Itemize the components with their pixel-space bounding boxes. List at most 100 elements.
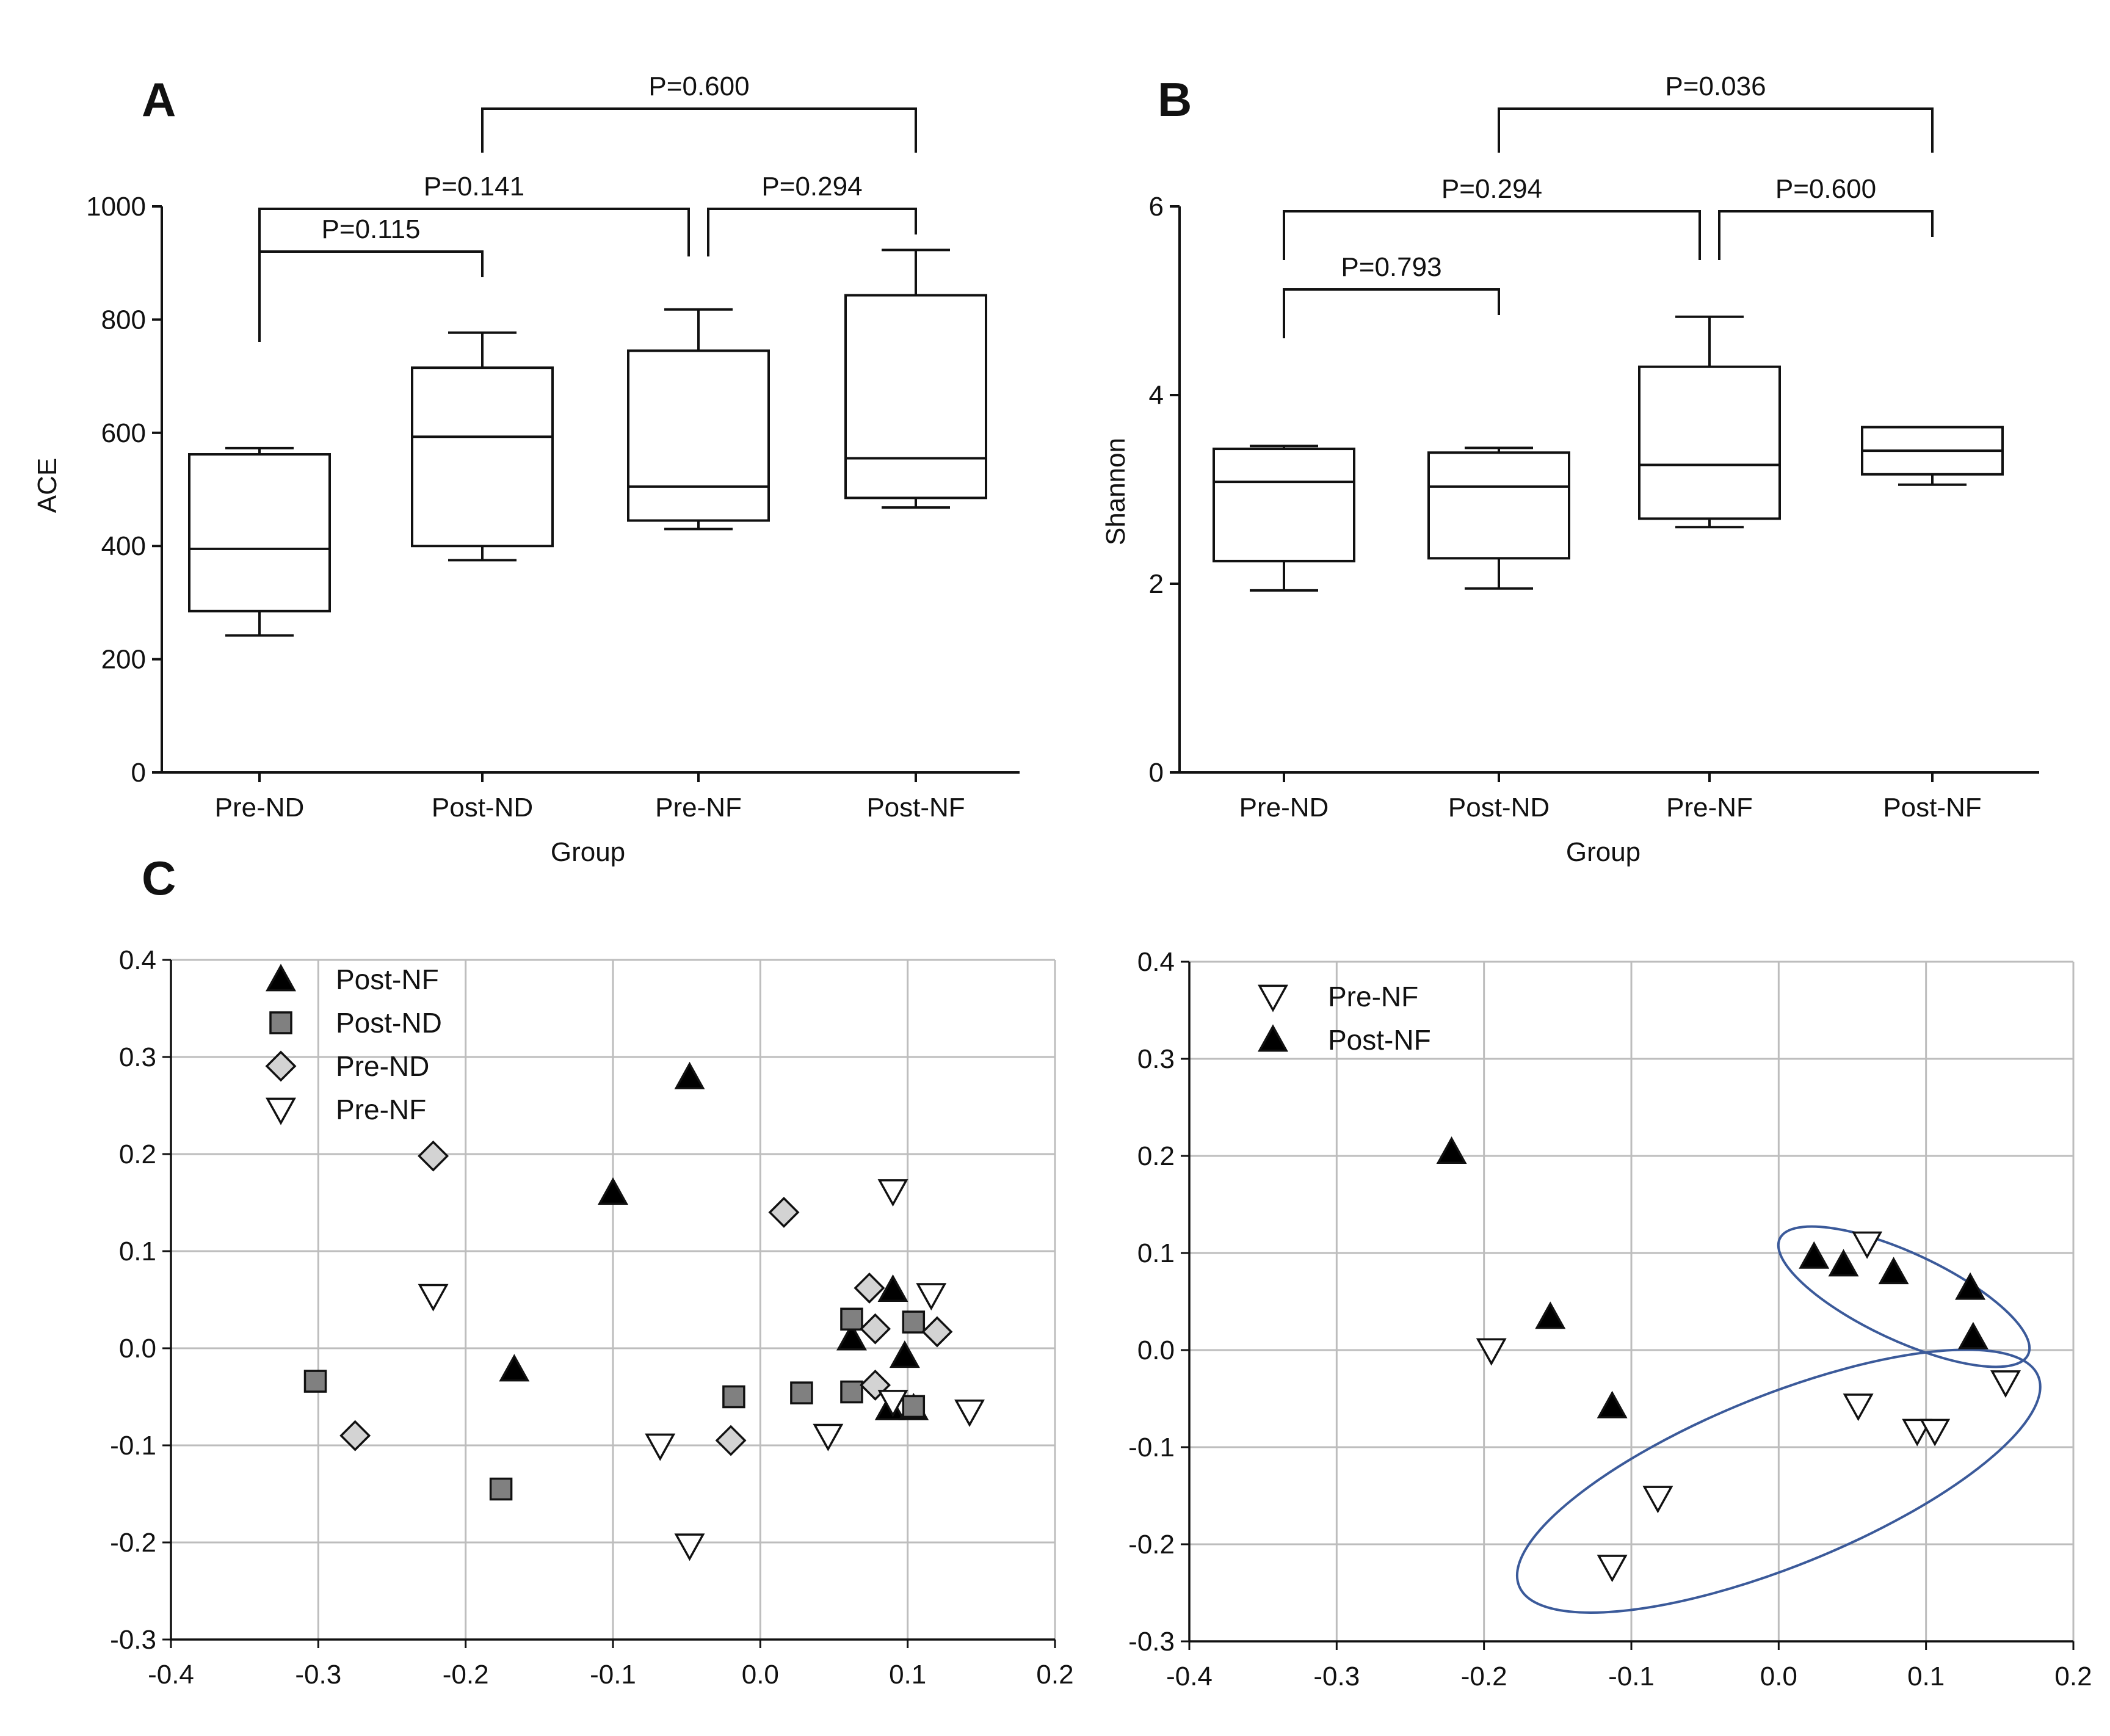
x-tick-label: 0.0 (742, 1660, 779, 1690)
panel-b-shannon-boxplot: B 0 2 4 6 Pre-ND Post-ND Pre-NF Post-NF P=0.793… (1101, 71, 2039, 867)
panel-letter-c: C (142, 851, 176, 905)
comparison-bracket: P=0.600 (481, 71, 917, 153)
x-tick-label: -0.1 (590, 1660, 636, 1690)
data-point (902, 1310, 926, 1334)
legend-marker (265, 1050, 297, 1082)
y-tick-label: 0.2 (119, 1139, 156, 1169)
legend-label: Post-ND (336, 1007, 442, 1039)
data-point (1920, 1418, 1951, 1447)
data-point (1642, 1486, 1673, 1514)
data-point (645, 1433, 676, 1461)
data-point (1799, 1241, 1830, 1269)
series-pre-nf (418, 1179, 985, 1561)
x-tick-label: 0.2 (1036, 1660, 1073, 1690)
data-point (303, 1370, 327, 1393)
x-tick-label: Pre-ND (1239, 793, 1329, 823)
legend-marker (269, 1011, 292, 1034)
cluster-ellipse (1515, 1348, 2042, 1614)
data-point (902, 1395, 926, 1418)
data-point (813, 1423, 844, 1451)
panel-c-scatter-all-groups: C -0.4 -0.3 -0.2 -0.1 0.0 0.1 0.2 -0.3 -0.2 -0.1 0… (110, 851, 1073, 1690)
y-tick-label: 2 (1149, 569, 1164, 599)
data-point (877, 1274, 908, 1302)
data-point (339, 1420, 371, 1451)
panel-c-scatter-nf-groups: -0.4 -0.3 -0.2 -0.1 0.0 0.1 0.2 -0.3 -0.2 -0.1 0.0… (1128, 947, 2092, 1691)
y-tick-label: 6 (1149, 192, 1164, 222)
box-post-nf (1861, 426, 2004, 486)
legend: Post-NF Post-ND Pre-ND Pre-NF (265, 964, 442, 1125)
box-pre-nf (627, 308, 770, 531)
data-point (1828, 1249, 1859, 1277)
y-tick-label: -0.1 (1128, 1433, 1175, 1462)
legend-label: Pre-NF (1328, 981, 1418, 1012)
y-tick-label: 0.0 (1137, 1335, 1175, 1365)
data-point (1597, 1390, 1628, 1418)
y-tick-label: -0.3 (1128, 1627, 1175, 1657)
data-point (1843, 1393, 1874, 1422)
bracket-line (1498, 107, 1934, 153)
data-point (489, 1477, 513, 1501)
x-tick-label: Pre-NF (1666, 793, 1753, 823)
comparison-bracket: P=0.141 (258, 172, 690, 256)
cluster-ellipse (1777, 1225, 2031, 1368)
x-tick-label: 0.1 (1907, 1662, 1945, 1691)
y-tick-label: -0.1 (110, 1431, 156, 1461)
legend-label: Pre-ND (336, 1050, 429, 1082)
x-axis-label: Group (1566, 837, 1641, 867)
x-tick-label: -0.3 (295, 1660, 341, 1690)
x-tick-label: Post-ND (432, 793, 533, 823)
data-point (860, 1313, 891, 1345)
bracket-line (258, 250, 484, 342)
x-tick-label: 0.1 (889, 1660, 926, 1690)
legend-marker (1258, 984, 1288, 1012)
box-iqr (1213, 448, 1355, 562)
box-iqr (1427, 451, 1570, 560)
series-pre-nd (339, 1140, 953, 1456)
box-pre-nd (1213, 445, 1355, 592)
x-tick-label: -0.2 (443, 1660, 489, 1690)
panel-letter-a: A (142, 73, 176, 126)
x-tick-label: -0.4 (1166, 1662, 1213, 1691)
box-pre-nf (1638, 315, 1781, 529)
y-tick-label: -0.2 (1128, 1530, 1175, 1560)
series-post-nd (303, 1307, 926, 1501)
data-point (768, 1196, 800, 1228)
comparison-bracket: P=0.115 (258, 214, 484, 342)
legend: Pre-NF Post-NF (1258, 981, 1431, 1056)
data-point (840, 1307, 863, 1331)
box-pre-nd (188, 446, 331, 637)
data-point (1852, 1231, 1883, 1259)
p-value-label: P=0.115 (322, 214, 421, 244)
comparison-bracket: P=0.036 (1498, 71, 1934, 153)
y-tick-label: 0.4 (119, 945, 156, 975)
y-tick-label: 4 (1149, 380, 1164, 410)
data-point (1955, 1272, 1986, 1300)
y-tick-label: 0.4 (1137, 947, 1175, 977)
data-point (715, 1425, 747, 1456)
data-point (877, 1179, 908, 1207)
p-value-label: P=0.141 (424, 172, 524, 202)
data-point (836, 1323, 867, 1351)
legend-label: Post-NF (336, 964, 439, 995)
series-post-nf (1436, 1136, 1989, 1418)
bracket-line (1283, 288, 1500, 338)
x-tick-label: Pre-NF (655, 793, 742, 823)
box-iqr (411, 366, 554, 548)
x-tick-label: 0.2 (2054, 1662, 2092, 1691)
legend-marker (266, 964, 296, 992)
x-tick-label: Post-NF (866, 793, 965, 823)
data-point (1476, 1338, 1507, 1366)
p-value-label: P=0.036 (1665, 71, 1766, 101)
y-tick-label: 0 (1149, 758, 1164, 788)
x-tick-label: -0.1 (1608, 1662, 1655, 1691)
data-point (674, 1061, 705, 1089)
bracket-line (1283, 210, 1701, 260)
panel-letter-b: B (1158, 73, 1192, 126)
y-tick-label: 0.3 (119, 1042, 156, 1072)
data-point (877, 1390, 908, 1418)
box-post-nd (1427, 446, 1570, 590)
x-tick-label: -0.2 (1461, 1662, 1507, 1691)
data-point (1990, 1370, 2021, 1398)
x-axis-label: Group (551, 837, 625, 867)
